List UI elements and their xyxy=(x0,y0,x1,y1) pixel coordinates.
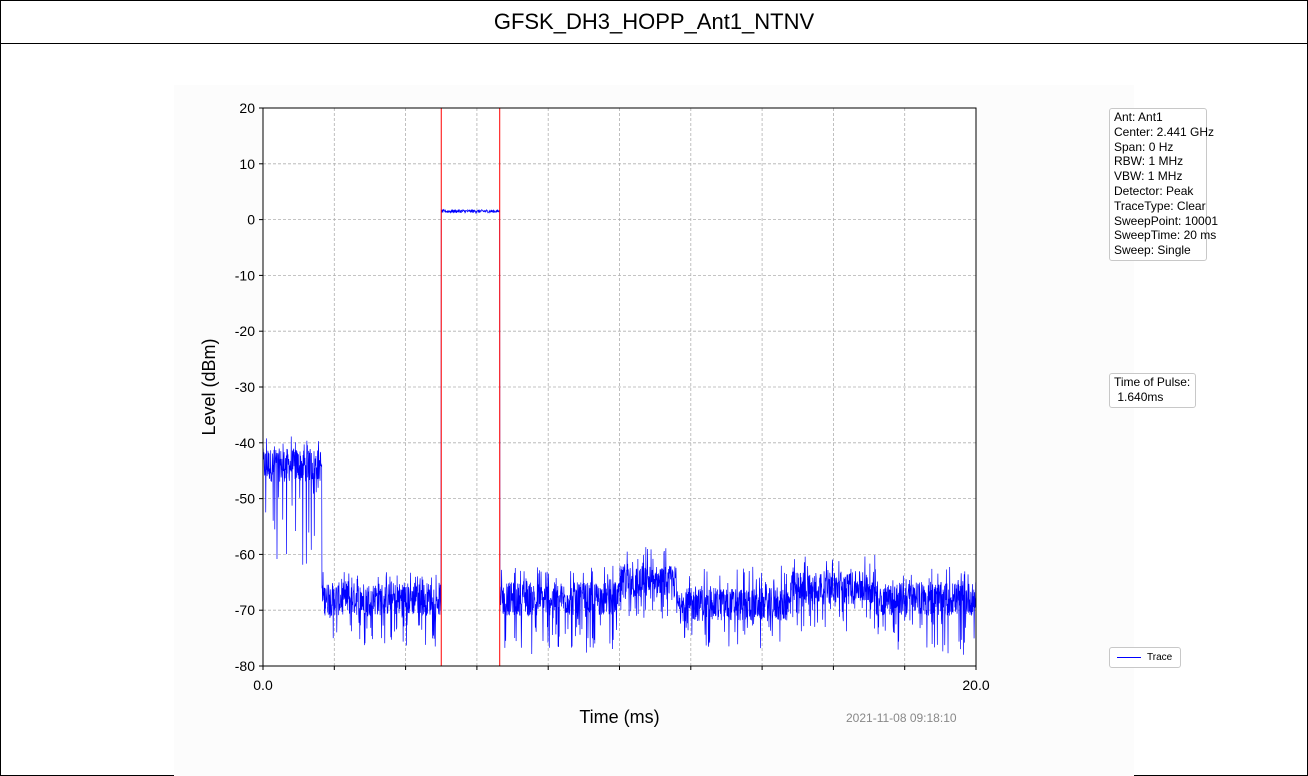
x-axis-label: Time (ms) xyxy=(579,707,659,727)
settings-line: VBW: 1 MHz xyxy=(1114,169,1183,184)
settings-line: Sweep: Single xyxy=(1114,243,1191,258)
y-tick-label: -50 xyxy=(235,491,255,507)
x-tick-label: 20.0 xyxy=(962,677,989,693)
settings-line: RBW: 1 MHz xyxy=(1114,154,1184,169)
settings-line: Span: 0 Hz xyxy=(1114,139,1174,154)
y-tick-label: -20 xyxy=(235,323,255,339)
settings-line: Center: 2.441 GHz xyxy=(1114,124,1215,139)
y-tick-label: -30 xyxy=(235,379,255,395)
trace-line xyxy=(262,208,977,655)
y-tick-label: 0 xyxy=(247,212,255,228)
y-tick-label: 20 xyxy=(239,100,255,116)
y-axis-label: Level (dBm) xyxy=(199,338,219,435)
y-tick-label: -80 xyxy=(235,658,255,674)
y-tick-label: -70 xyxy=(235,602,255,618)
x-tick-label: 0.0 xyxy=(253,677,273,693)
y-tick-label: -60 xyxy=(235,546,255,562)
legend: Trace xyxy=(1109,647,1181,668)
y-tick-label: -10 xyxy=(235,267,255,283)
pulse-label: Time of Pulse: xyxy=(1114,375,1191,389)
settings-line: Detector: Peak xyxy=(1114,183,1194,198)
pulse-value: 1.640ms xyxy=(1114,389,1164,404)
page-title: GFSK_DH3_HOPP_Ant1_NTNV xyxy=(1,1,1307,44)
y-tick-label: -40 xyxy=(235,435,255,451)
settings-line: SweepPoint: 10001 xyxy=(1114,213,1219,228)
settings-line: SweepTime: 20 ms xyxy=(1114,228,1217,243)
settings-line: Ant: Ant1 xyxy=(1114,110,1163,124)
legend-label: Trace xyxy=(1147,652,1173,663)
y-tick-label: 10 xyxy=(239,156,255,172)
settings-box: Ant: Ant1 Center: 2.441 GHz Span: 0 Hz RBW:… xyxy=(1109,108,1219,261)
legend-swatch xyxy=(1117,657,1141,658)
pulse-box: Time of Pulse: 1.640ms xyxy=(1109,373,1197,408)
timestamp: 2021-11-08 09:18:10 xyxy=(846,711,957,725)
settings-line: TraceType: Clear xyxy=(1114,198,1206,213)
